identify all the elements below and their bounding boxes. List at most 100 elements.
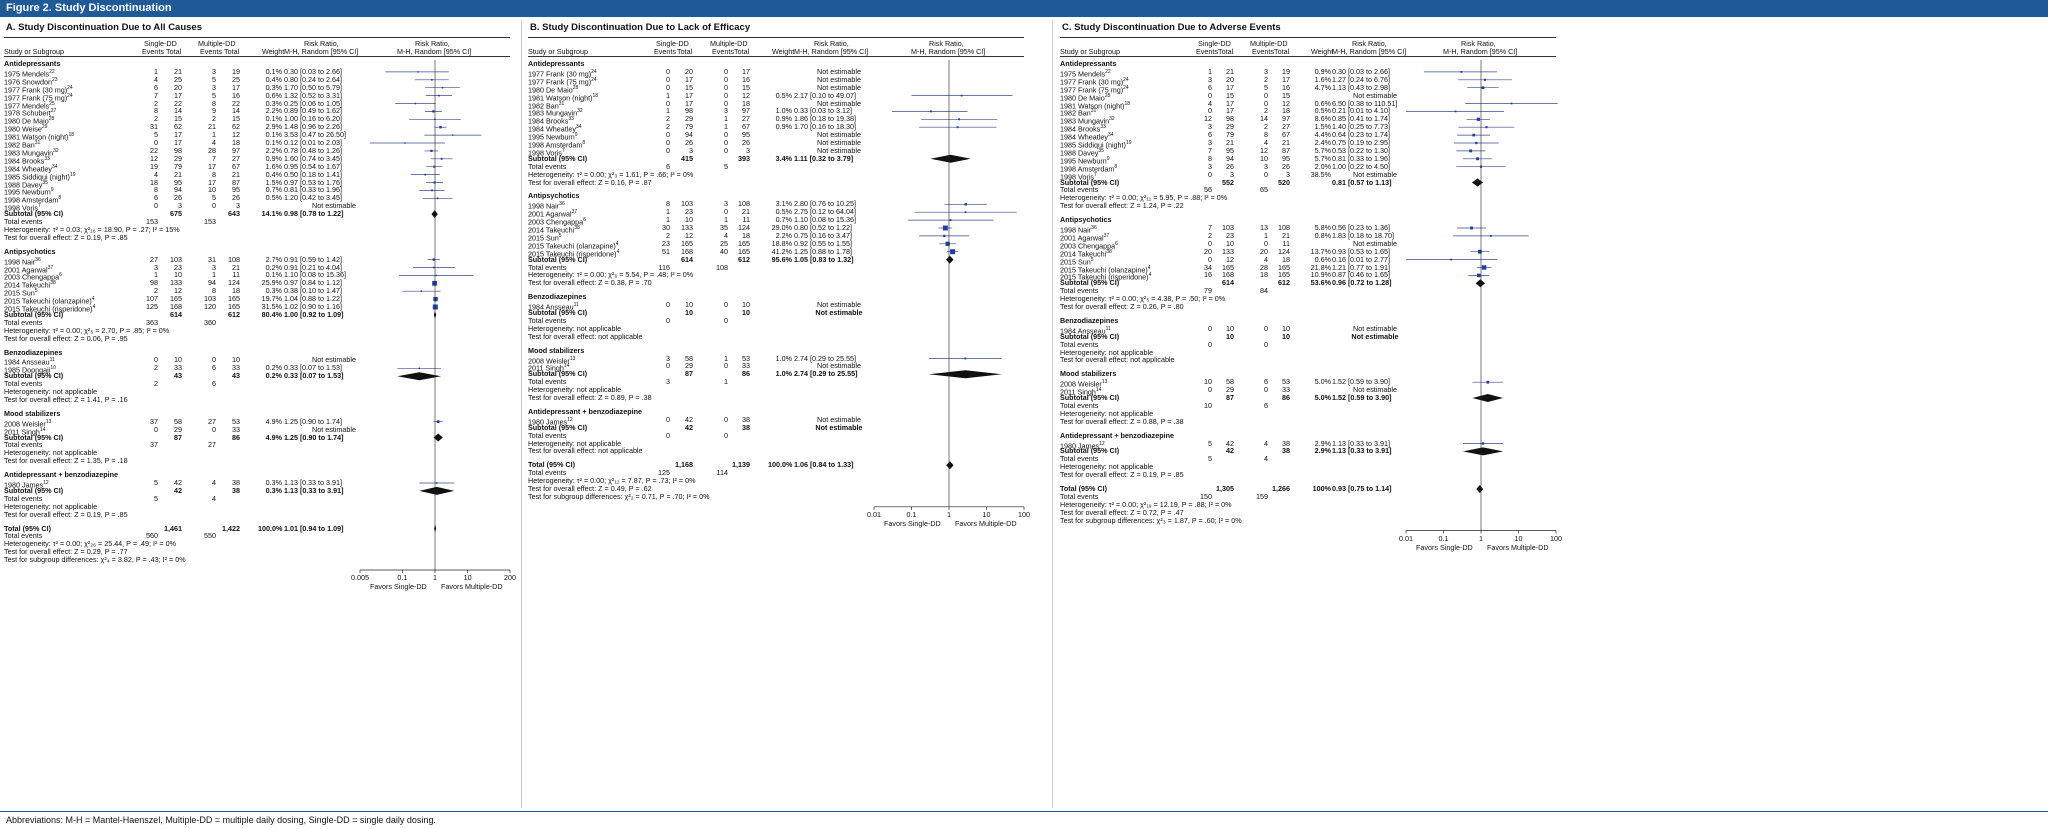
cell-st: 103 — [170, 254, 182, 264]
study-ref: 19 — [69, 171, 76, 178]
cell-se: 125 — [146, 302, 158, 311]
study-name: 2015 Sun5 — [4, 287, 38, 297]
study-point — [964, 211, 967, 214]
risk-ratio-ci: 2.75 [0.12 to 64.04] — [794, 207, 856, 217]
cell-mt: 53 — [1282, 377, 1290, 387]
study-ref: 32 — [577, 108, 583, 115]
risk-ratio-ci: 1.04 [0.88 to 1.22] — [284, 294, 342, 304]
study-ref: 36 — [35, 256, 41, 263]
cell-st: 25 — [174, 74, 182, 84]
study-name: 2001 Agarwal37 — [1060, 232, 1109, 242]
risk-ratio-ci: Not estimable — [817, 74, 861, 84]
heterogeneity: Heterogeneity: τ² = 0.00; χ²₁₁ = 5.95, P… — [1060, 193, 1228, 203]
cell-mt: 95 — [232, 185, 240, 195]
cell-st: 15 — [174, 114, 182, 124]
cell-w: 0.1% — [265, 130, 282, 140]
study-name: 1981 Watson (night)18 — [1060, 100, 1130, 110]
cell-st: 21 — [174, 169, 182, 179]
total-events-multiple: 5 — [724, 161, 728, 171]
risk-ratio-ci: 0.93 [0.75 to 1.14] — [1332, 484, 1392, 493]
total-events-single: 3 — [666, 377, 670, 387]
cell-mt: 86 — [1282, 393, 1290, 402]
risk-ratio-ci: 1.00 [0.16 to 6.20] — [284, 114, 342, 124]
header-single-dd: Single-DD — [656, 39, 689, 48]
subtotal-diamond — [1471, 178, 1483, 187]
heterogeneity: Heterogeneity: τ² = 0.00; χ²₁₂ = 7.87, P… — [528, 476, 696, 486]
cell-mt: 87 — [232, 177, 240, 187]
cell-me: 7 — [212, 153, 216, 163]
subtotal-diamond — [930, 154, 971, 163]
total-events-label: Total events — [4, 379, 43, 389]
cell-se: 3 — [1208, 161, 1212, 171]
cell-st: 23 — [174, 262, 182, 272]
risk-ratio-ci: 1.00 [0.92 to 1.09] — [284, 309, 344, 319]
cell-st: 58 — [174, 416, 182, 426]
x-tick-label: 0.005 — [351, 573, 369, 582]
cell-w: 14.1% — [261, 209, 282, 219]
study-label: 2001 Agarwal — [1060, 233, 1104, 243]
forest-plot — [359, 60, 511, 573]
cell-se: 8 — [1208, 153, 1212, 163]
total-events-single: 6 — [666, 161, 670, 171]
risk-ratio-ci: 1.27 [0.24 to 6.76] — [1332, 74, 1390, 84]
risk-ratio-ci: 1.48 [0.96 to 2.26] — [284, 122, 342, 132]
heterogeneity: Heterogeneity: not applicable — [1060, 347, 1154, 357]
x-tick-label: 1 — [947, 509, 951, 519]
overall-effect-test: Test for overall effect: Z = 0.49, P = .… — [528, 484, 652, 493]
cell-me: 103 — [204, 294, 216, 304]
cell-se: 2 — [666, 230, 670, 240]
study-point — [1481, 265, 1487, 270]
study-ref: 29 — [41, 124, 48, 131]
overall-effect-test: Test for overall effect: Z = 0.29, P = .… — [4, 547, 128, 557]
study-name: 2015 Takeuchi (risperidone)4 — [528, 248, 619, 258]
study-label: 1998 Amsterdam — [528, 140, 583, 150]
study-point — [435, 482, 438, 484]
cell-me: 14 — [1260, 114, 1268, 124]
heterogeneity: Heterogeneity: not applicable — [528, 438, 622, 448]
study-label: 1977 Frank (75 mg) — [1060, 85, 1124, 95]
cell-st: 79 — [685, 122, 693, 132]
cell-me: 4 — [212, 478, 216, 487]
total-events-label: Total events — [4, 217, 43, 226]
cell-me: 17 — [208, 177, 216, 187]
cell-se: 0 — [154, 355, 158, 365]
risk-ratio-ci: Not estimable — [312, 355, 356, 365]
subtotal-label: Subtotal (95% CI) — [4, 309, 64, 319]
cell-mt: 33 — [1282, 385, 1290, 395]
study-name: 1984 Brooks33 — [1060, 123, 1106, 133]
study-label: 1985 Siddiqui (night) — [1060, 140, 1126, 150]
header-total: Total — [677, 47, 693, 56]
cell-se: 0 — [154, 201, 158, 211]
cell-w: 0.9% — [775, 122, 792, 132]
cell-me: 0 — [724, 74, 728, 84]
cell-st: 23 — [1226, 230, 1234, 240]
study-point — [1489, 234, 1492, 237]
cell-me: 3 — [724, 199, 728, 209]
study-label: 2015 Takeuchi (risperidone) — [4, 304, 93, 314]
heterogeneity: Heterogeneity: τ² = 0.00; χ²₂₆ = 25.44, … — [4, 539, 176, 549]
cell-me: 2 — [1264, 122, 1268, 132]
study-label: 1984 Ansseau — [4, 357, 50, 367]
study-ref: 24 — [1123, 76, 1129, 83]
cell-mt: 3 — [236, 201, 240, 211]
cell-mt: 165 — [1278, 270, 1290, 280]
risk-ratio-ci: 0.75 [0.19 to 2.95] — [1332, 138, 1390, 147]
cell-me: 0 — [724, 130, 728, 140]
study-ref: 28 — [572, 84, 579, 91]
cell-st: 17 — [174, 90, 182, 100]
cell-se: 0 — [666, 361, 670, 371]
subgroup-name: Mood stabilizers — [1060, 369, 1117, 379]
study-label: 2015 Sun — [528, 233, 559, 243]
panel-title: A. Study Discontinuation Due to All Caus… — [6, 22, 202, 33]
subtotal-diamond — [1475, 279, 1486, 288]
cell-mt: 53 — [232, 416, 240, 426]
cell-me: 1 — [724, 122, 728, 132]
cell-mt: 14 — [232, 106, 240, 116]
cell-st: 3 — [689, 145, 693, 155]
cell-st: 10 — [174, 355, 182, 365]
cell-st: 62 — [174, 122, 182, 132]
cell-mt: 18 — [1282, 254, 1290, 264]
cell-se: 0 — [1208, 385, 1212, 395]
cell-se: 2 — [1208, 230, 1212, 240]
cell-st: 42 — [1226, 438, 1234, 448]
